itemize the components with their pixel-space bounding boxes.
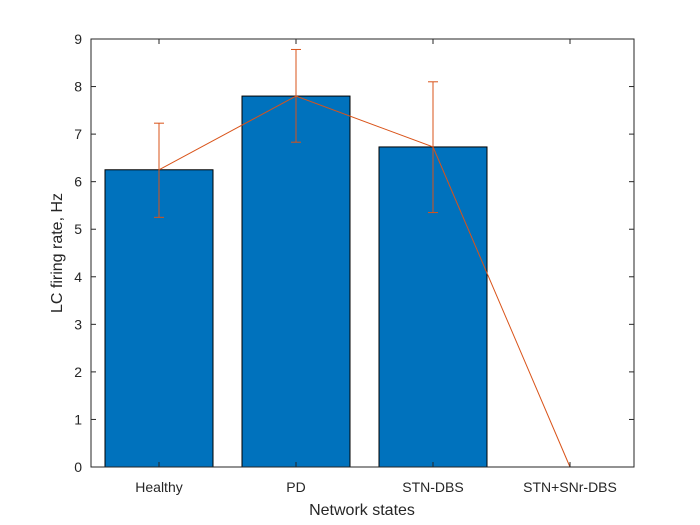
y-tick-label: 6: [74, 174, 82, 190]
mean-connecting-line: [158, 95, 571, 468]
x-tick-label: STN+SNr-DBS: [523, 479, 617, 495]
y-tick-label: 1: [74, 411, 82, 427]
x-tick-label: PD: [286, 479, 305, 495]
y-axis-ticks: 0 1 2 3 4 5 6 7 8 9: [74, 31, 634, 475]
axes-box: [90, 38, 635, 468]
x-tick-label: STN-DBS: [402, 479, 463, 495]
y-tick-label: 5: [74, 221, 82, 237]
error-bar: [428, 81, 438, 214]
x-axis-label: Network states: [309, 502, 415, 519]
y-tick-label: 9: [74, 31, 82, 47]
y-tick-label: 0: [74, 459, 82, 475]
x-tick-label: Healthy: [135, 479, 182, 495]
y-axis-label: LC firing rate, Hz: [49, 193, 66, 313]
error-bar: [154, 122, 164, 218]
error-bar: [291, 48, 301, 143]
y-tick-label: 8: [74, 79, 82, 95]
bar-pd: [241, 95, 351, 468]
bar-healthy: [104, 169, 214, 468]
y-tick-label: 7: [74, 126, 82, 142]
y-tick-label: 4: [74, 269, 82, 285]
x-axis-ticks: Healthy PD STN-DBS STN+SNr-DBS: [135, 39, 617, 495]
y-tick-label: 3: [74, 316, 82, 332]
overlay-line-group: [158, 95, 571, 468]
y-tick-label: 2: [74, 364, 82, 380]
